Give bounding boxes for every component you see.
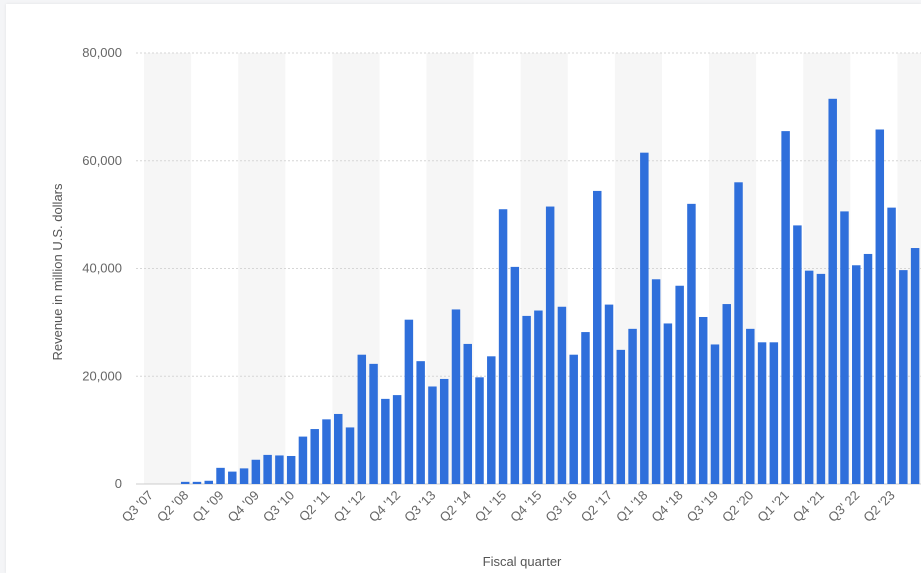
x-axis-label: Fiscal quarter <box>483 554 562 569</box>
bar[interactable] <box>310 429 319 484</box>
bar[interactable] <box>863 253 873 484</box>
bar[interactable] <box>204 480 213 484</box>
bar[interactable] <box>404 319 414 484</box>
bar[interactable] <box>875 129 885 484</box>
bar[interactable] <box>910 248 920 484</box>
bar[interactable] <box>251 459 261 484</box>
bar[interactable] <box>463 343 472 484</box>
x-tick-label: Q2 '17 <box>578 488 615 525</box>
bar[interactable] <box>416 361 425 484</box>
bar[interactable] <box>887 207 896 484</box>
y-axis-ticks: 0 20,000 40,000 60,000 80,000 <box>82 45 122 491</box>
bars <box>180 98 920 485</box>
bar[interactable] <box>852 265 861 484</box>
x-tick-label: Q1 '21 <box>754 488 791 525</box>
y-tick-label: 20,000 <box>82 368 122 383</box>
bar[interactable] <box>651 279 661 484</box>
bar[interactable] <box>475 377 484 484</box>
x-tick-label: Q3' 22 <box>825 488 862 525</box>
bar[interactable] <box>593 190 602 485</box>
bar[interactable] <box>239 468 249 484</box>
x-tick-label: Q2 '08 <box>154 488 191 525</box>
bar[interactable] <box>569 354 578 484</box>
bar[interactable] <box>687 203 696 484</box>
y-axis-label: Revenue in million U.S. dollars <box>50 183 65 361</box>
x-tick-label: Q2 '11 <box>296 488 333 525</box>
bar[interactable] <box>899 270 908 484</box>
x-tick-label: Q4 '09 <box>225 488 262 525</box>
bar[interactable] <box>428 386 437 484</box>
bar[interactable] <box>534 310 543 484</box>
bar[interactable] <box>263 454 272 484</box>
bar[interactable] <box>392 395 402 484</box>
x-tick-label: Q3 '19 <box>684 488 721 525</box>
bar[interactable] <box>286 455 296 484</box>
y-tick-label: 40,000 <box>82 261 122 276</box>
x-tick-label: Q4 '18 <box>648 488 685 525</box>
bar[interactable] <box>616 349 626 484</box>
x-tick-label: Q4 '12 <box>366 488 403 525</box>
x-tick-label: Q3 '10 <box>260 488 297 525</box>
bar[interactable] <box>769 342 779 484</box>
bar[interactable] <box>545 206 555 484</box>
bar[interactable] <box>604 304 614 484</box>
y-tick-label: 60,000 <box>82 153 122 168</box>
bar[interactable] <box>522 315 531 484</box>
bar[interactable] <box>275 455 284 484</box>
x-tick-label: Q1 '09 <box>189 488 226 525</box>
chart-card: 0 20,000 40,000 60,000 80,000 Q3 '07 Q2 '08 Q1… <box>6 4 921 573</box>
bar[interactable] <box>369 363 378 484</box>
bar[interactable] <box>781 131 790 484</box>
bar[interactable] <box>816 273 826 484</box>
bar[interactable] <box>734 182 743 485</box>
x-tick-label: Q2 '20 <box>719 488 756 525</box>
bar[interactable] <box>698 316 708 484</box>
x-tick-label: Q3 '16 <box>542 488 579 525</box>
bar[interactable] <box>180 481 190 484</box>
bar[interactable] <box>828 98 837 484</box>
bar[interactable] <box>451 309 461 484</box>
bar[interactable] <box>663 323 673 484</box>
bar[interactable] <box>439 378 449 484</box>
bar[interactable] <box>628 328 637 484</box>
bar[interactable] <box>804 270 814 484</box>
bar[interactable] <box>722 304 731 484</box>
bar[interactable] <box>793 225 802 484</box>
x-tick-label: Q2 '23 <box>860 488 897 525</box>
bar[interactable] <box>640 152 649 484</box>
bar[interactable] <box>581 332 590 484</box>
x-tick-label: Q3 '13 <box>401 488 438 525</box>
bar[interactable] <box>487 356 496 484</box>
bar[interactable] <box>334 413 343 484</box>
bar[interactable] <box>510 266 520 484</box>
x-tick-label: Q2 '14 <box>436 488 473 525</box>
bar[interactable] <box>498 209 508 485</box>
x-tick-label: Q4 '21 <box>790 488 827 525</box>
bar[interactable] <box>345 427 355 484</box>
bar[interactable] <box>381 398 390 484</box>
x-tick-label: Q1 '15 <box>472 488 509 525</box>
bar[interactable] <box>228 471 237 484</box>
x-tick-label: Q1 '12 <box>331 488 368 525</box>
bar[interactable] <box>557 306 567 484</box>
bar[interactable] <box>192 481 202 484</box>
y-tick-label: 80,000 <box>82 45 122 60</box>
bar[interactable] <box>322 419 331 484</box>
bar[interactable] <box>216 467 225 484</box>
bar[interactable] <box>357 354 367 484</box>
bar[interactable] <box>757 342 767 484</box>
x-tick-label: Q3 '07 <box>119 488 156 525</box>
x-tick-label: Q4 '15 <box>507 488 544 525</box>
bar[interactable] <box>298 436 308 484</box>
x-tick-label: Q1 '18 <box>613 488 650 525</box>
bar[interactable] <box>710 344 720 484</box>
bar[interactable] <box>840 211 849 484</box>
bar[interactable] <box>746 328 755 484</box>
background-band <box>144 53 192 484</box>
y-tick-label: 0 <box>115 476 122 491</box>
bar[interactable] <box>675 285 684 484</box>
